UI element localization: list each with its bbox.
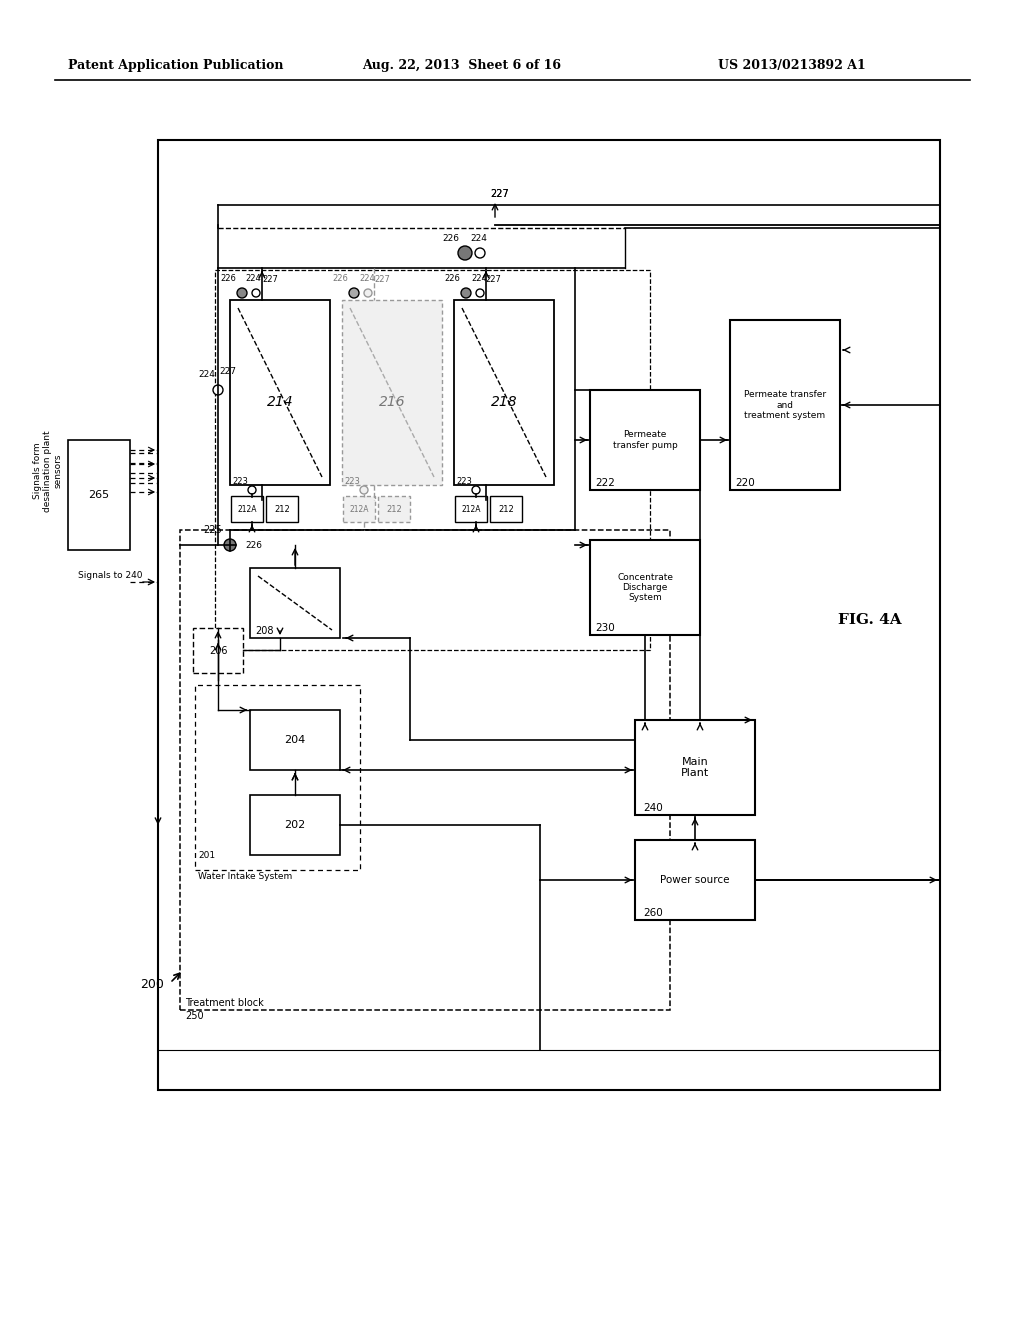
Text: US 2013/0213892 A1: US 2013/0213892 A1 xyxy=(718,59,865,73)
Text: 265: 265 xyxy=(88,490,110,500)
Text: 224: 224 xyxy=(199,370,215,379)
Text: 216: 216 xyxy=(379,395,406,409)
Bar xyxy=(590,389,700,490)
Text: Treatment block: Treatment block xyxy=(185,998,264,1008)
Text: 223: 223 xyxy=(456,477,472,486)
Text: 214: 214 xyxy=(266,395,293,409)
Text: 227: 227 xyxy=(490,189,509,199)
Text: 223: 223 xyxy=(232,477,248,486)
Bar xyxy=(230,300,330,484)
Text: 224: 224 xyxy=(471,234,487,243)
Text: Signals to 240: Signals to 240 xyxy=(78,570,142,579)
Bar xyxy=(193,628,243,673)
Text: 240: 240 xyxy=(643,803,663,813)
Text: Main
Plant: Main Plant xyxy=(681,756,710,779)
Text: 226: 226 xyxy=(442,234,460,243)
Text: 201: 201 xyxy=(198,851,215,861)
Bar xyxy=(158,140,940,1090)
Bar xyxy=(343,496,375,521)
Circle shape xyxy=(458,246,472,260)
Circle shape xyxy=(252,289,260,297)
Bar xyxy=(215,271,650,649)
Text: 227: 227 xyxy=(219,367,237,376)
Text: 212: 212 xyxy=(386,504,401,513)
Text: Water Intake System: Water Intake System xyxy=(198,873,292,880)
Text: 225: 225 xyxy=(204,525,222,535)
Text: 212: 212 xyxy=(498,504,514,513)
Text: 223: 223 xyxy=(344,477,360,486)
Text: Concentrate
Discharge
System: Concentrate Discharge System xyxy=(617,573,673,602)
Text: 218: 218 xyxy=(490,395,517,409)
Text: 212A: 212A xyxy=(349,504,369,513)
Text: Aug. 22, 2013  Sheet 6 of 16: Aug. 22, 2013 Sheet 6 of 16 xyxy=(362,59,561,73)
Circle shape xyxy=(472,486,480,494)
Bar xyxy=(490,496,522,521)
Text: 200: 200 xyxy=(140,978,164,991)
Text: 260: 260 xyxy=(643,908,663,917)
Circle shape xyxy=(476,289,484,297)
Bar xyxy=(455,496,487,521)
Circle shape xyxy=(224,539,236,550)
Text: 226: 226 xyxy=(245,540,262,549)
Text: FIG. 4A: FIG. 4A xyxy=(839,612,902,627)
Bar xyxy=(195,685,360,870)
Bar xyxy=(454,300,554,484)
Text: Permeate transfer
and
treatment system: Permeate transfer and treatment system xyxy=(744,391,826,420)
Text: 230: 230 xyxy=(595,623,614,634)
Circle shape xyxy=(461,288,471,298)
Text: 224: 224 xyxy=(471,275,486,282)
Bar xyxy=(378,496,410,521)
Bar xyxy=(635,840,755,920)
Text: 224: 224 xyxy=(245,275,261,282)
Bar xyxy=(68,440,130,550)
Circle shape xyxy=(475,248,485,257)
Text: 224: 224 xyxy=(359,275,375,282)
Text: 227: 227 xyxy=(374,275,390,284)
Text: 206: 206 xyxy=(209,645,227,656)
Bar xyxy=(730,319,840,490)
Text: 227: 227 xyxy=(262,275,278,284)
Bar xyxy=(266,496,298,521)
Text: 212A: 212A xyxy=(238,504,257,513)
Bar xyxy=(250,795,340,855)
Bar xyxy=(590,540,700,635)
Text: 222: 222 xyxy=(595,478,614,488)
Circle shape xyxy=(213,385,223,395)
Text: 202: 202 xyxy=(285,820,305,830)
Text: 212: 212 xyxy=(274,504,290,513)
Text: Power source: Power source xyxy=(660,875,730,884)
Text: 250: 250 xyxy=(185,1011,204,1020)
Circle shape xyxy=(364,289,372,297)
Text: Signals form
desalination plant
sensors: Signals form desalination plant sensors xyxy=(33,430,62,512)
Text: 226: 226 xyxy=(444,275,460,282)
Circle shape xyxy=(360,486,368,494)
Text: 226: 226 xyxy=(220,275,236,282)
Bar xyxy=(180,531,670,1010)
Text: 227: 227 xyxy=(485,275,501,284)
Text: Patent Application Publication: Patent Application Publication xyxy=(68,59,284,73)
Circle shape xyxy=(349,288,359,298)
Text: 227: 227 xyxy=(490,189,509,199)
Text: 212A: 212A xyxy=(461,504,480,513)
Bar xyxy=(250,568,340,638)
Bar xyxy=(635,719,755,814)
Text: Permeate
transfer pump: Permeate transfer pump xyxy=(612,430,677,450)
Text: 220: 220 xyxy=(735,478,755,488)
Text: 208: 208 xyxy=(255,626,273,636)
Text: 226: 226 xyxy=(332,275,348,282)
Bar xyxy=(342,300,442,484)
Text: 204: 204 xyxy=(285,735,305,744)
Circle shape xyxy=(248,486,256,494)
Circle shape xyxy=(237,288,247,298)
Bar xyxy=(250,710,340,770)
Bar xyxy=(231,496,263,521)
